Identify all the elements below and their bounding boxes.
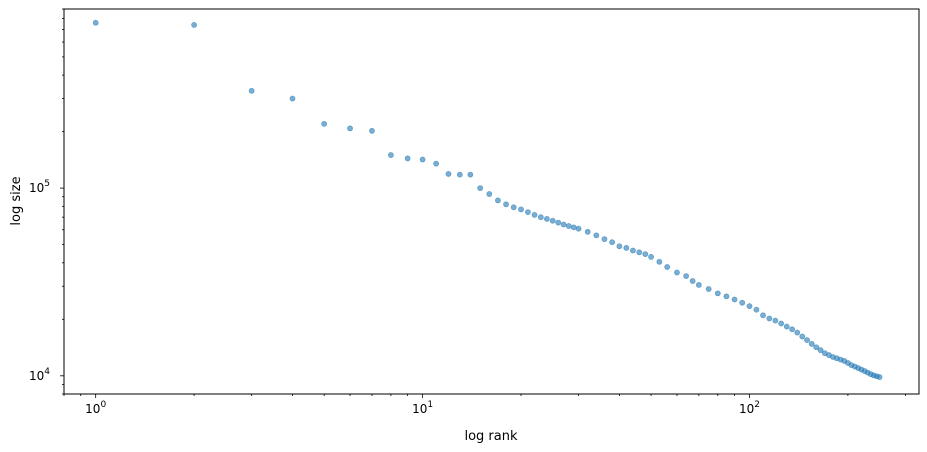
data-point bbox=[537, 214, 544, 221]
data-point bbox=[623, 245, 630, 251]
data-point bbox=[683, 273, 690, 279]
data-point bbox=[477, 185, 484, 192]
y-tick-label: 104 bbox=[29, 367, 50, 383]
data-point bbox=[456, 171, 463, 178]
x-tick-label: 100 bbox=[85, 400, 106, 416]
plot-frame bbox=[63, 8, 920, 395]
data-point bbox=[445, 171, 452, 177]
data-point bbox=[739, 299, 746, 306]
data-point bbox=[813, 344, 820, 351]
data-point bbox=[570, 224, 577, 231]
data-point bbox=[746, 303, 753, 310]
data-point bbox=[388, 152, 394, 158]
data-point bbox=[419, 156, 426, 163]
plot-background bbox=[64, 9, 919, 394]
data-point bbox=[503, 201, 509, 208]
data-point bbox=[636, 249, 643, 256]
data-point bbox=[347, 125, 353, 132]
data-point bbox=[766, 315, 773, 322]
data-point bbox=[467, 171, 474, 178]
data-point bbox=[433, 160, 440, 167]
data-point bbox=[601, 236, 608, 242]
data-point bbox=[648, 254, 654, 260]
data-point bbox=[609, 239, 616, 246]
data-point bbox=[723, 293, 730, 300]
data-point bbox=[593, 232, 600, 239]
data-point bbox=[543, 216, 550, 222]
data-point bbox=[876, 374, 883, 380]
data-point bbox=[525, 209, 531, 216]
data-point bbox=[689, 278, 696, 284]
data-point bbox=[248, 87, 255, 94]
data-point bbox=[565, 223, 572, 229]
data-point bbox=[794, 329, 801, 336]
data-point bbox=[772, 317, 779, 324]
data-point bbox=[518, 206, 524, 213]
x-tick-label: 101 bbox=[412, 400, 433, 416]
data-point bbox=[549, 217, 556, 224]
data-point bbox=[616, 243, 623, 250]
data-point bbox=[584, 228, 591, 235]
data-point bbox=[289, 95, 296, 102]
scatter-points bbox=[92, 19, 883, 380]
data-point bbox=[495, 197, 501, 204]
data-point bbox=[817, 347, 824, 354]
data-point bbox=[664, 264, 671, 270]
x-axis-label: log rank bbox=[464, 429, 518, 444]
data-point bbox=[804, 337, 810, 343]
data-point bbox=[731, 296, 738, 303]
data-point bbox=[575, 225, 582, 232]
data-point bbox=[760, 312, 766, 319]
data-point bbox=[674, 269, 680, 276]
data-point bbox=[714, 290, 721, 297]
y-tick-label: 105 bbox=[29, 179, 50, 195]
data-point bbox=[705, 286, 712, 292]
data-point bbox=[783, 323, 790, 330]
y-axis-label: log size bbox=[9, 176, 24, 225]
data-point bbox=[789, 326, 795, 333]
data-point bbox=[555, 219, 562, 226]
data-point bbox=[531, 211, 538, 218]
data-point bbox=[778, 320, 785, 327]
data-point bbox=[92, 19, 99, 26]
data-point bbox=[486, 191, 493, 197]
data-point bbox=[808, 340, 815, 347]
data-point bbox=[799, 333, 806, 340]
data-point bbox=[753, 306, 760, 313]
data-point bbox=[321, 120, 328, 127]
data-point bbox=[191, 22, 197, 28]
data-point bbox=[642, 251, 649, 258]
data-point bbox=[630, 247, 636, 254]
data-point bbox=[404, 155, 411, 162]
data-point bbox=[695, 282, 702, 288]
x-tick-label: 102 bbox=[739, 400, 760, 416]
data-point bbox=[656, 258, 663, 265]
data-point bbox=[510, 204, 517, 211]
data-point bbox=[369, 127, 375, 134]
data-point bbox=[560, 221, 567, 228]
